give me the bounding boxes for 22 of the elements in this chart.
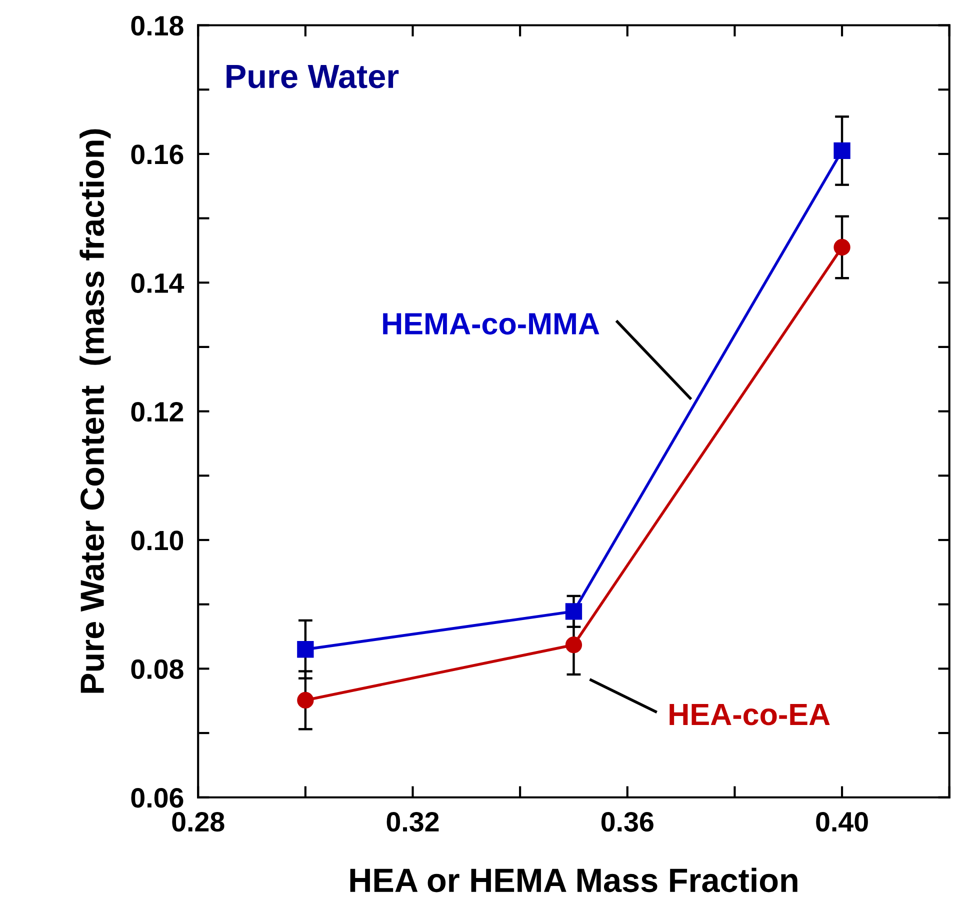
point xyxy=(297,641,314,658)
text: HEA-co-EA xyxy=(670,704,830,726)
y-tick-label: 0.16 xyxy=(131,144,184,164)
y-tick-label: 0.10 xyxy=(131,530,184,550)
point xyxy=(565,636,582,654)
y-tick-label: 0.14 xyxy=(131,273,184,293)
y-tick-label: 0.08 xyxy=(131,659,184,680)
x-axis-title: HEA or HEMA Mass Fraction xyxy=(350,868,798,892)
y-tick-label: 0.18 xyxy=(131,16,184,36)
x-tick-label: 0.28 xyxy=(172,812,224,832)
x-tick-label: 0.32 xyxy=(386,812,439,832)
point xyxy=(565,603,582,620)
y-tick-label: 0.06 xyxy=(131,788,184,808)
annotation: Pure Water xyxy=(226,64,399,88)
y-axis-title: Pure Water Content (mass fraction) xyxy=(80,129,111,693)
x-tick-label: 0.36 xyxy=(601,812,654,832)
y-tick-label: 0.12 xyxy=(131,402,184,422)
point xyxy=(834,238,850,256)
point xyxy=(834,142,850,160)
text: HEMA-co-MMA xyxy=(383,313,600,335)
x-tick-label: 0.40 xyxy=(816,812,868,832)
point xyxy=(297,692,314,709)
